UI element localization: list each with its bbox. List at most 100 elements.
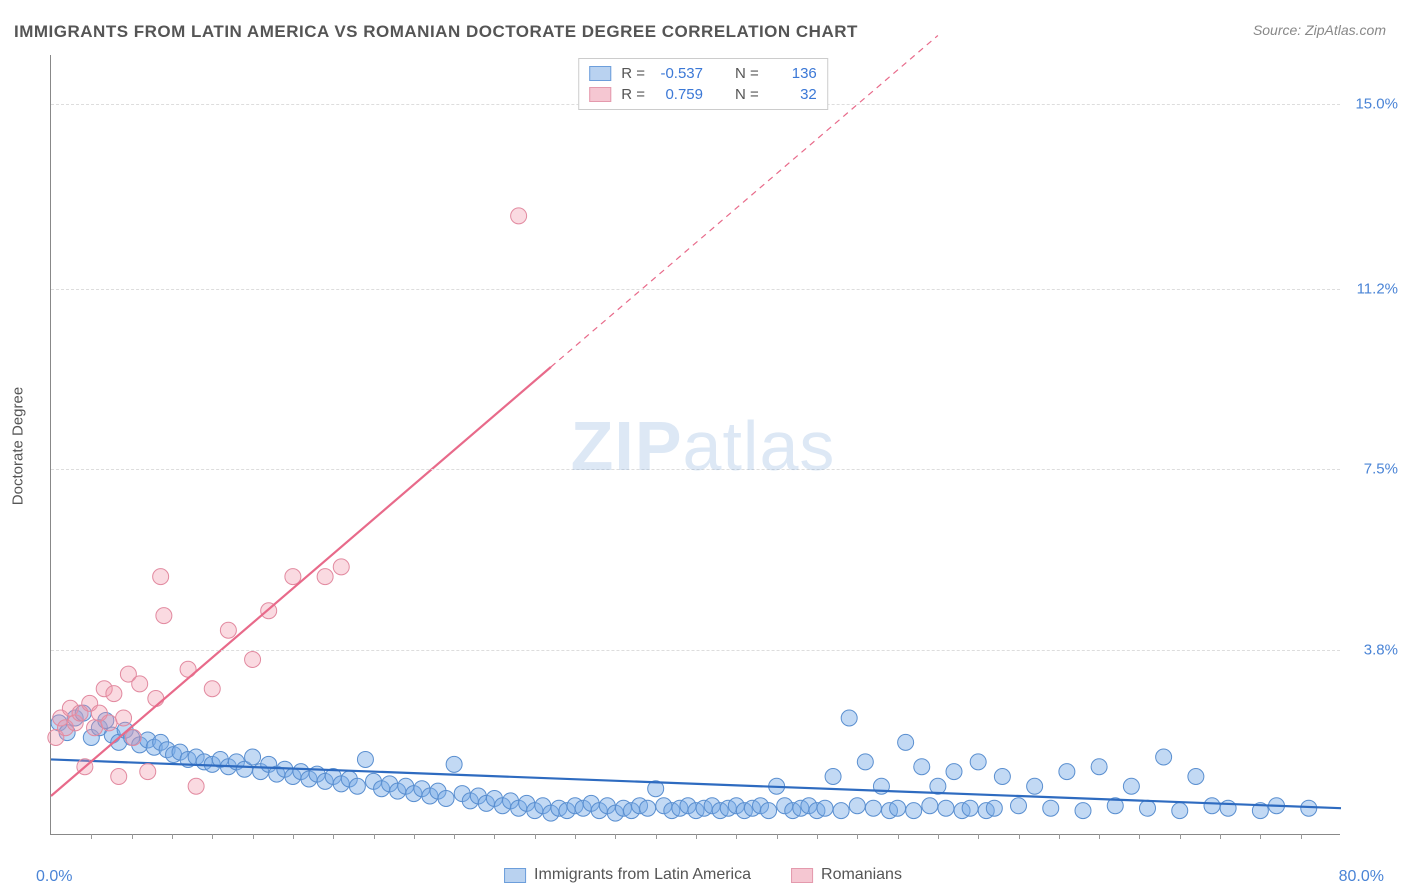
legend-swatch [589,87,611,102]
scatter-point [1123,778,1139,794]
x-tick [253,834,254,839]
x-tick [333,834,334,839]
stats-box: R =-0.537N =136R =0.759N =32 [578,58,828,110]
scatter-point [511,208,527,224]
x-tick [1260,834,1261,839]
grid-line [51,289,1340,290]
stat-r-value: -0.537 [655,65,703,82]
bottom-legend: Immigrants from Latin America Romanians [504,866,902,884]
trend-line [51,759,1341,808]
scatter-point [132,676,148,692]
scatter-point [153,569,169,585]
y-axis-label: Doctorate Degree [10,387,27,505]
stat-n-label: N = [735,65,759,82]
trend-line [51,367,551,796]
legend-swatch [791,868,813,883]
x-tick [91,834,92,839]
scatter-point [357,751,373,767]
scatter-point [106,686,122,702]
scatter-point [938,800,954,816]
legend-label: Immigrants from Latin America [534,866,751,884]
legend-item: Romanians [791,866,902,884]
scatter-point [1075,803,1091,819]
scatter-point [1091,759,1107,775]
scatter-point [946,764,962,780]
scatter-point [156,608,172,624]
scatter-point [1140,800,1156,816]
scatter-point [245,652,261,668]
scatter-point [761,803,777,819]
y-tick-label: 7.5% [1348,461,1398,478]
scatter-point [970,754,986,770]
scatter-point [1204,798,1220,814]
legend-swatch [589,66,611,81]
stat-n-value: 136 [769,65,817,82]
x-tick [777,834,778,839]
scatter-point [333,559,349,575]
x-tick [696,834,697,839]
scatter-point [1220,800,1236,816]
x-tick [656,834,657,839]
y-tick-label: 15.0% [1348,95,1398,112]
x-tick [1019,834,1020,839]
scatter-point [148,691,164,707]
scatter-point [898,734,914,750]
grid-line [51,469,1340,470]
scatter-point [204,681,220,697]
scatter-point [1156,749,1172,765]
x-tick [575,834,576,839]
scatter-point [245,749,261,765]
scatter-point [1043,800,1059,816]
stats-row: R = -0.537 N = 136 [589,63,817,84]
x-tick [736,834,737,839]
scatter-point [857,754,873,770]
stats-row: R =0.759N =32 [589,84,817,105]
x-max-label: 80.0% [1339,868,1384,886]
scatter-point [349,778,365,794]
scatter-point [865,800,881,816]
scatter-point [1059,764,1075,780]
scatter-point [640,800,656,816]
x-tick [857,834,858,839]
chart-svg [51,55,1340,834]
scatter-point [906,803,922,819]
scatter-point [101,715,117,731]
stat-n-label: N = [735,86,759,103]
scatter-point [125,730,141,746]
scatter-point [446,756,462,772]
y-tick-label: 11.2% [1348,281,1398,298]
x-tick [615,834,616,839]
scatter-point [1188,769,1204,785]
scatter-point [962,800,978,816]
scatter-point [1011,798,1027,814]
x-tick [1301,834,1302,839]
scatter-point [849,798,865,814]
source-attribution: Source: ZipAtlas.com [1253,22,1386,38]
stat-r-label: R = [621,86,645,103]
scatter-point [111,769,127,785]
scatter-point [841,710,857,726]
x-tick [132,834,133,839]
stat-r-label: R = [621,65,645,82]
grid-line [51,650,1340,651]
scatter-point [922,798,938,814]
x-tick [898,834,899,839]
x-tick [535,834,536,839]
plot-area: 3.8%7.5%11.2%15.0% [50,55,1340,835]
scatter-point [188,778,204,794]
chart-title: IMMIGRANTS FROM LATIN AMERICA VS ROMANIA… [14,22,858,42]
scatter-point [986,800,1002,816]
stat-r-value: 0.759 [655,86,703,103]
legend-label: Romanians [821,866,902,884]
y-tick-label: 3.8% [1348,641,1398,658]
scatter-point [116,710,132,726]
x-tick [414,834,415,839]
scatter-point [220,622,236,638]
x-tick [978,834,979,839]
scatter-point [317,569,333,585]
x-tick [494,834,495,839]
scatter-point [140,764,156,780]
scatter-point [833,803,849,819]
scatter-point [914,759,930,775]
scatter-point [438,790,454,806]
